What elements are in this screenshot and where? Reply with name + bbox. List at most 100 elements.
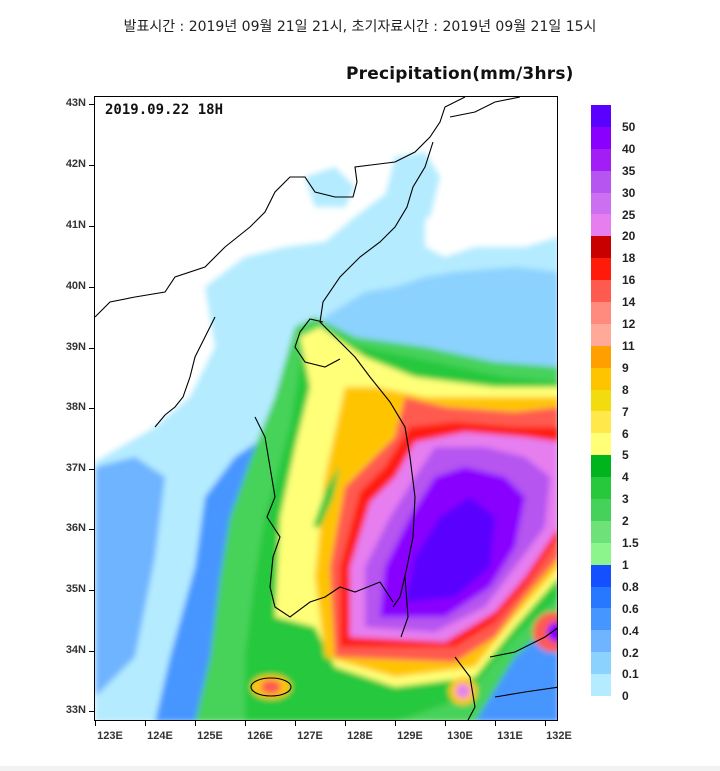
lon-label-130e: 130E bbox=[447, 730, 473, 742]
lon-tick bbox=[245, 721, 246, 726]
colorbar-label: 0.2 bbox=[622, 645, 639, 660]
lon-tick bbox=[545, 721, 546, 726]
lon-label-124e: 124E bbox=[147, 730, 173, 742]
colorbar-label: 5 bbox=[622, 448, 629, 463]
lon-label-127e: 127E bbox=[297, 730, 323, 742]
colorbar-label: 2 bbox=[622, 514, 629, 529]
lat-label-42n: 42N bbox=[65, 158, 86, 170]
lon-label-123e: 123E bbox=[97, 730, 123, 742]
colorbar-bin bbox=[591, 323, 611, 346]
colorbar-bin bbox=[591, 214, 611, 237]
colorbar-label: 0.4 bbox=[622, 623, 639, 638]
colorbar-bin bbox=[591, 630, 611, 653]
colorbar-bin bbox=[591, 564, 611, 587]
colorbar-label: 8 bbox=[622, 382, 629, 397]
colorbar-label: 6 bbox=[622, 426, 629, 441]
lon-tick bbox=[395, 721, 396, 726]
lat-label-35n: 35N bbox=[65, 583, 86, 595]
lon-tick bbox=[345, 721, 346, 726]
lat-tick bbox=[89, 469, 94, 470]
lat-label-36n: 36N bbox=[65, 522, 86, 534]
map-title: Precipitation(mm/3hrs) bbox=[346, 64, 574, 84]
lon-tick bbox=[445, 721, 446, 726]
colorbar-label: 9 bbox=[622, 360, 629, 375]
lat-tick bbox=[89, 287, 94, 288]
colorbar-bin bbox=[591, 280, 611, 303]
lat-label-40n: 40N bbox=[65, 280, 86, 292]
colorbar-bin bbox=[591, 126, 611, 149]
colorbar-bin bbox=[591, 258, 611, 281]
colorbar-bin bbox=[591, 542, 611, 565]
lon-tick bbox=[495, 721, 496, 726]
lon-tick bbox=[295, 721, 296, 726]
colorbar-label: 11 bbox=[622, 338, 635, 353]
lat-tick bbox=[89, 226, 94, 227]
colorbar-label: 20 bbox=[622, 229, 636, 244]
colorbar-bin bbox=[591, 520, 611, 543]
colorbar-label: 16 bbox=[622, 273, 636, 288]
lon-tick bbox=[145, 721, 146, 726]
lon-tick bbox=[195, 721, 196, 726]
colorbar-bin bbox=[591, 105, 611, 127]
lat-label-34n: 34N bbox=[65, 644, 86, 656]
colorbar-bin bbox=[591, 236, 611, 259]
lat-label-43n: 43N bbox=[65, 97, 86, 109]
lat-label-39n: 39N bbox=[65, 341, 86, 353]
lon-label-129e: 129E bbox=[397, 730, 423, 742]
lat-tick bbox=[89, 104, 94, 105]
colorbar-label: 0.1 bbox=[622, 667, 639, 682]
valid-time-label: 2019.09.22 18H bbox=[105, 102, 224, 118]
lat-tick bbox=[89, 529, 94, 530]
colorbar-bin bbox=[591, 192, 611, 215]
colorbar bbox=[591, 105, 611, 697]
lat-tick bbox=[89, 711, 94, 712]
colorbar-bin bbox=[591, 302, 611, 324]
lon-tick bbox=[95, 721, 96, 726]
colorbar-label: 12 bbox=[622, 317, 636, 331]
colorbar-label: 0.6 bbox=[622, 601, 639, 616]
colorbar-label: 3 bbox=[622, 492, 629, 507]
colorbar-bin bbox=[591, 411, 611, 434]
colorbar-label: 50 bbox=[622, 119, 636, 134]
colorbar-bin bbox=[591, 652, 611, 675]
colorbar-label: 4 bbox=[622, 470, 629, 485]
lat-label-37n: 37N bbox=[65, 462, 86, 474]
colorbar-label: 14 bbox=[622, 295, 636, 310]
colorbar-label: 7 bbox=[622, 404, 629, 419]
lat-tick bbox=[89, 590, 94, 591]
colorbar-label: 40 bbox=[622, 141, 636, 156]
colorbar-bin bbox=[591, 674, 611, 697]
lat-tick bbox=[89, 651, 94, 652]
colorbar-label: 35 bbox=[622, 163, 636, 178]
bottom-edge bbox=[0, 766, 720, 771]
colorbar-label: 1 bbox=[622, 557, 629, 572]
colorbar-bin bbox=[591, 367, 611, 390]
lon-label-128e: 128E bbox=[347, 730, 373, 742]
colorbar-label: 0.8 bbox=[622, 579, 639, 594]
colorbar-bin bbox=[591, 608, 611, 631]
colorbar-bin bbox=[591, 345, 611, 368]
issue-time-header: 발표시간 : 2019년 09월 21일 21시, 초기자료시간 : 2019년… bbox=[123, 19, 597, 35]
colorbar-label: 0 bbox=[622, 689, 629, 704]
colorbar-label: 30 bbox=[622, 185, 636, 200]
colorbar-bin bbox=[591, 499, 611, 521]
colorbar-bin bbox=[591, 477, 611, 500]
precipitation-map: 2019.09.22 18H bbox=[94, 96, 558, 721]
lat-tick bbox=[89, 408, 94, 409]
colorbar-bin bbox=[591, 389, 611, 412]
lon-label-125e: 125E bbox=[197, 730, 223, 742]
precip-field bbox=[95, 97, 557, 720]
colorbar-bin bbox=[591, 148, 611, 171]
colorbar-bin bbox=[591, 433, 611, 456]
lat-label-33n: 33N bbox=[65, 704, 86, 716]
colorbar-bin bbox=[591, 586, 611, 609]
lat-tick bbox=[89, 165, 94, 166]
lon-label-126e: 126E bbox=[247, 730, 273, 742]
lat-tick bbox=[89, 348, 94, 349]
lat-label-41n: 41N bbox=[65, 219, 86, 231]
colorbar-label: 1.5 bbox=[622, 536, 639, 550]
lon-label-131e: 131E bbox=[497, 730, 523, 742]
lat-label-38n: 38N bbox=[65, 401, 86, 413]
colorbar-bin bbox=[591, 170, 611, 193]
colorbar-bin bbox=[591, 455, 611, 478]
